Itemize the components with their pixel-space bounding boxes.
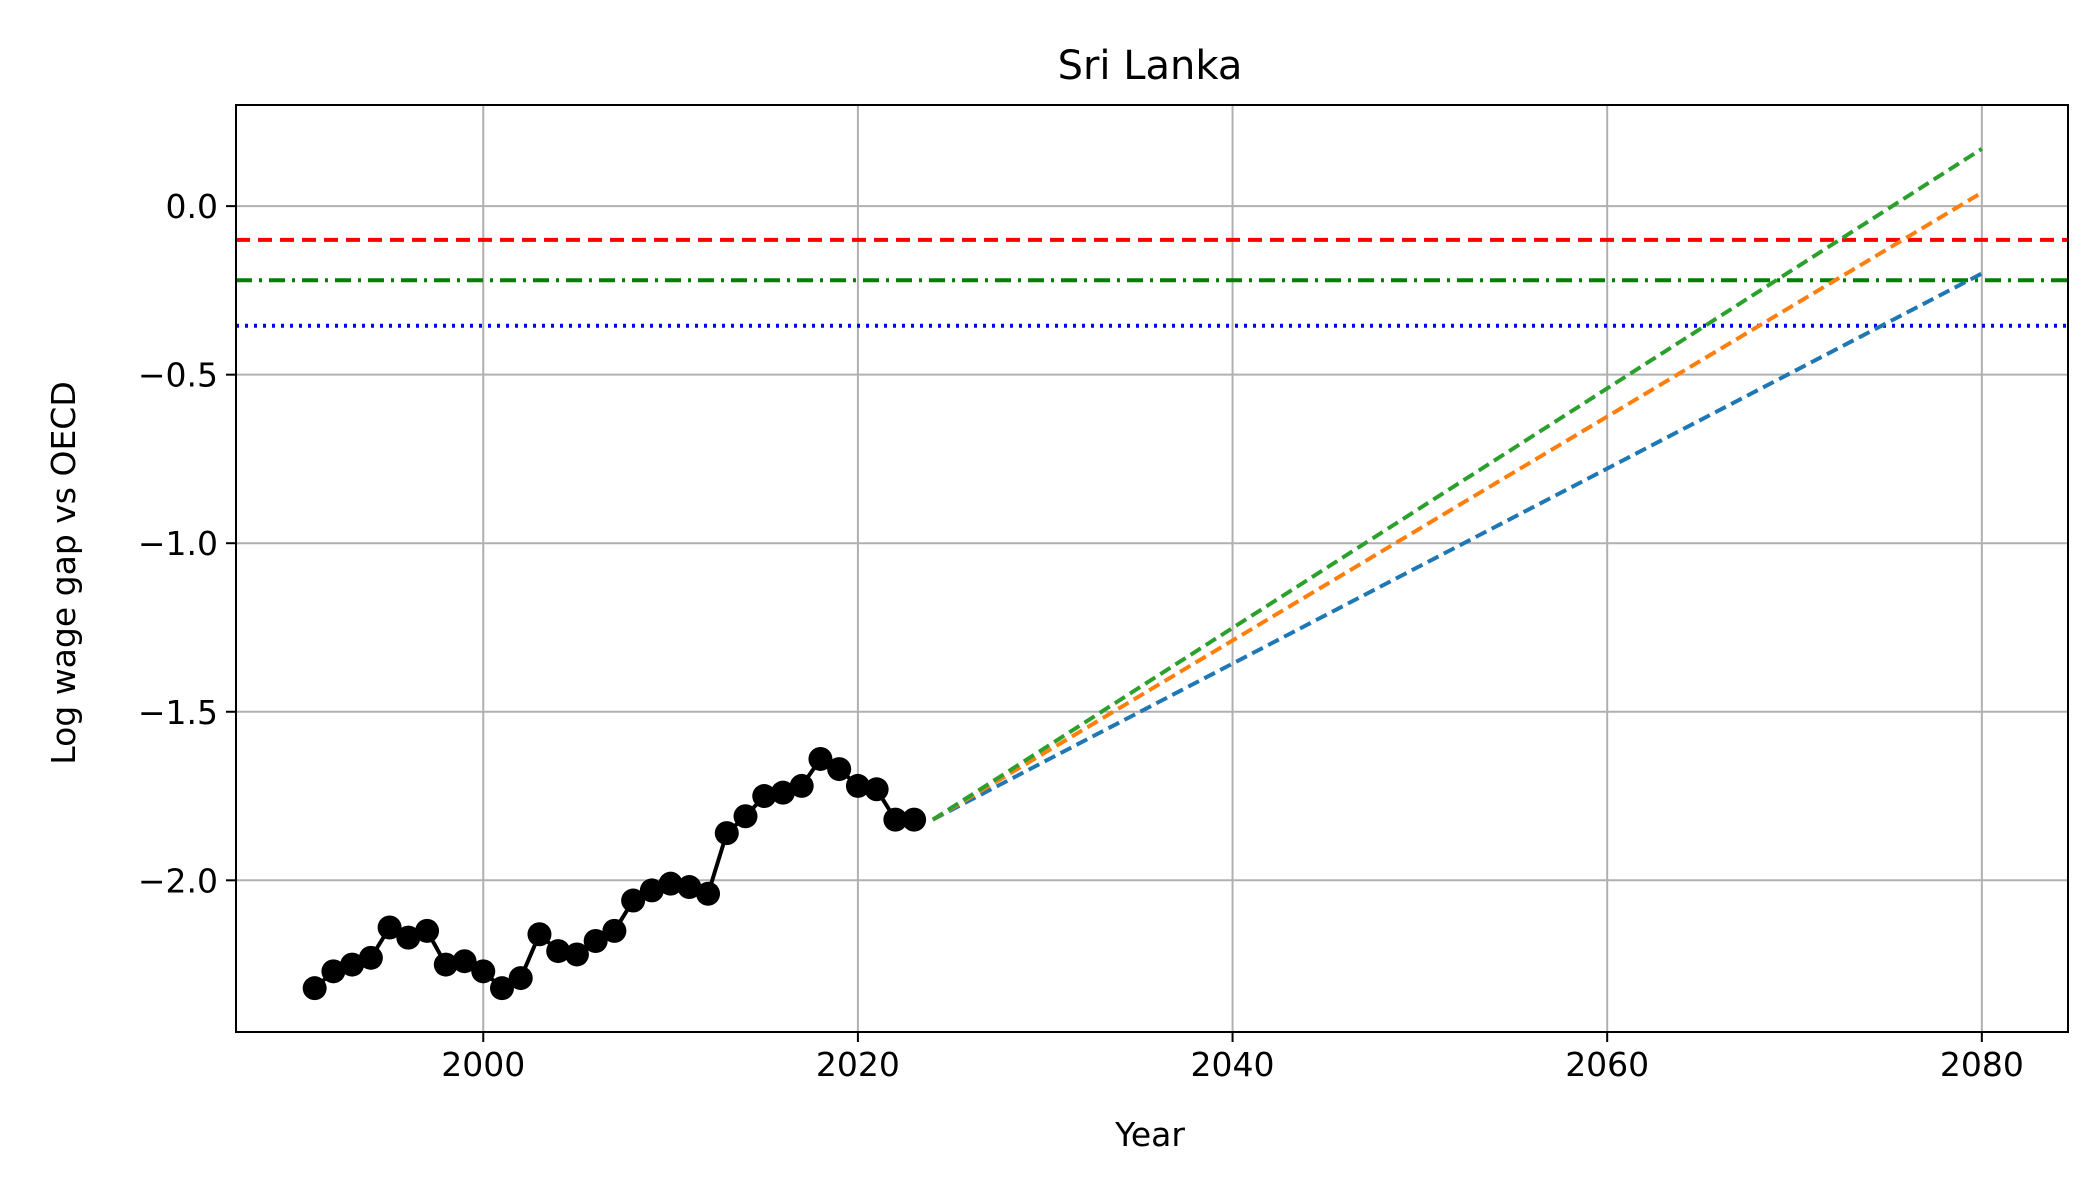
historical-point: [621, 888, 646, 913]
x-tick-label: 2060: [1565, 1045, 1649, 1084]
historical-point: [770, 780, 795, 805]
y-tick-label: −1.5: [138, 693, 218, 732]
historical-point: [527, 922, 552, 947]
historical-point: [602, 918, 627, 943]
reference-lines: [236, 237, 2068, 328]
historical-point: [827, 757, 852, 782]
historical-point: [452, 949, 477, 974]
historical-point: [564, 942, 589, 967]
historical-point: [808, 746, 833, 771]
historical-point: [471, 959, 496, 984]
historical-point: [321, 959, 346, 984]
historical-point: [433, 952, 458, 977]
chart-title: Sri Lanka: [1058, 43, 1243, 89]
x-tick-label: 2040: [1191, 1045, 1275, 1084]
historical-point: [489, 976, 514, 1001]
historical-point: [377, 915, 402, 940]
x-tick-label: 2080: [1940, 1045, 2024, 1084]
historical-point: [340, 952, 365, 977]
historical-point: [696, 881, 721, 906]
y-tick-label: −1.0: [138, 524, 218, 563]
grid-lines: [236, 105, 2068, 1032]
historical-point: [677, 875, 702, 900]
projection-line: [931, 190, 1983, 822]
historical-point: [583, 928, 608, 953]
projection-line: [931, 147, 1983, 822]
historical-point: [733, 804, 758, 829]
historical-point: [789, 773, 814, 798]
historical-point: [546, 939, 571, 964]
historical-point: [358, 945, 383, 970]
historical-point: [302, 976, 327, 1001]
historical-point: [396, 925, 421, 950]
y-tick-label: −2.0: [138, 861, 218, 900]
x-axis-label: Year: [1114, 1115, 1185, 1154]
historical-point: [639, 878, 664, 903]
y-tick-label: −0.5: [138, 356, 218, 395]
historical-point: [508, 966, 533, 991]
plot-frame: [235, 104, 2069, 1033]
x-tick-label: 2020: [816, 1045, 900, 1084]
historical-line: [313, 756, 915, 991]
historical-point: [845, 773, 870, 798]
historical-point: [902, 807, 927, 832]
axis-ticks: 2000 2020 2040 2060 2080 0.0 −0.5 −1.0 −1.5 −2.0: [138, 187, 2024, 1084]
historical-point: [415, 918, 440, 943]
y-axis-label: Log wage gap vs OECD: [44, 381, 83, 764]
historical-point: [658, 871, 683, 896]
y-tick-label: 0.0: [166, 187, 218, 226]
historical-point: [752, 784, 777, 809]
x-tick-label: 2000: [441, 1045, 525, 1084]
historical-point: [864, 777, 889, 802]
projection-lines: [931, 147, 1983, 822]
projection-line: [931, 271, 1983, 822]
historical-point: [714, 821, 739, 846]
historical-series: [302, 746, 927, 1001]
historical-point: [883, 807, 908, 832]
